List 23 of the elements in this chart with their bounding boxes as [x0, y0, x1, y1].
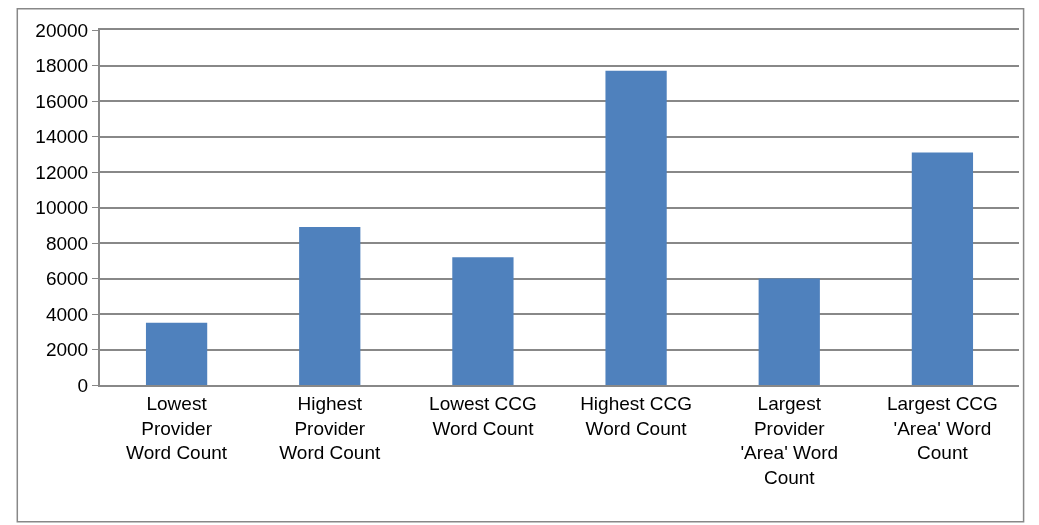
x-tick-label: Highest CCG Word Count: [580, 392, 693, 439]
y-tick-label: 8000: [45, 232, 89, 254]
x-tick-label: Largest Provider 'Area' Word Count: [740, 392, 839, 488]
bar: [452, 257, 514, 385]
x-tick-label: Largest CCG 'Area' Word Count: [886, 392, 998, 464]
bar: [145, 322, 208, 385]
y-tick-label: 12000: [35, 161, 89, 183]
y-tick-label: 10000: [35, 197, 89, 219]
x-tick-label: Highest Provider Word Count: [279, 392, 381, 464]
x-tick-label: Lowest Provider Word Count: [126, 392, 228, 464]
x-tick-label: Lowest CCG Word Count: [429, 392, 537, 439]
y-tick-label: 18000: [35, 55, 89, 77]
y-tick-label: 14000: [35, 126, 89, 148]
y-tick-label: 0: [77, 374, 89, 396]
bar: [605, 70, 667, 385]
y-tick-label: 2000: [45, 339, 89, 361]
bar: [911, 152, 974, 385]
bar: [758, 278, 820, 385]
y-tick-label: 6000: [45, 268, 89, 290]
y-tick-label: 20000: [35, 19, 89, 41]
bar: [299, 227, 361, 385]
y-tick-label: 16000: [35, 90, 89, 112]
y-tick-label: 4000: [45, 303, 89, 325]
